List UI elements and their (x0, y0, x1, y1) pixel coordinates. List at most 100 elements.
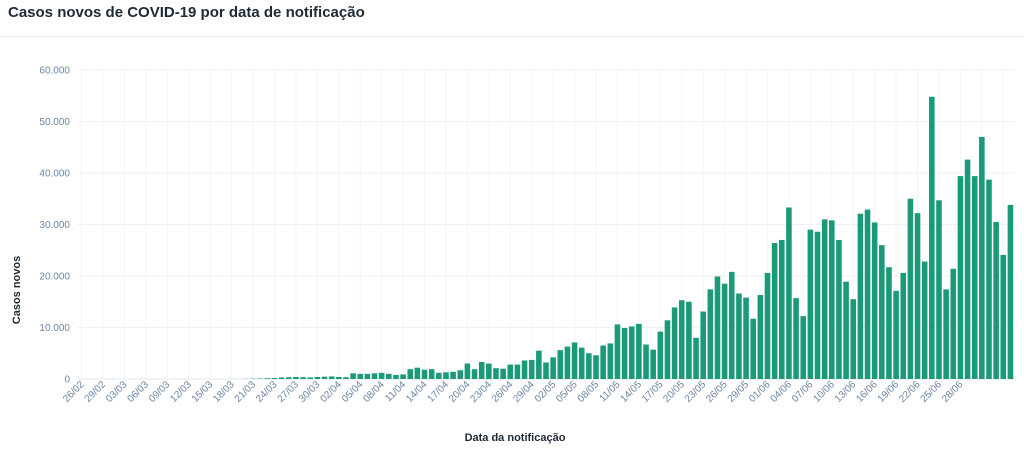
bar[interactable] (321, 376, 328, 379)
bar[interactable] (843, 281, 849, 379)
bar[interactable] (850, 299, 857, 379)
bar[interactable] (500, 368, 506, 379)
bar[interactable] (428, 369, 435, 379)
bar[interactable] (1000, 254, 1007, 379)
bar[interactable] (593, 355, 599, 379)
bar[interactable] (264, 378, 271, 379)
bar[interactable] (657, 331, 664, 379)
bar[interactable] (528, 359, 535, 379)
bar[interactable] (886, 267, 892, 379)
bar[interactable] (914, 213, 921, 379)
bar[interactable] (628, 326, 635, 379)
bar[interactable] (400, 374, 406, 379)
bar[interactable] (950, 268, 957, 379)
bar[interactable] (543, 362, 549, 379)
bar[interactable] (636, 323, 642, 379)
bar[interactable] (271, 377, 278, 379)
bar[interactable] (257, 378, 263, 379)
bar[interactable] (929, 96, 935, 379)
bar[interactable] (443, 372, 449, 379)
bar[interactable] (457, 370, 464, 379)
bar[interactable] (521, 360, 528, 379)
bar[interactable] (864, 209, 871, 379)
bar[interactable] (478, 362, 485, 379)
bar[interactable] (328, 376, 335, 379)
bar[interactable] (821, 219, 828, 379)
bar[interactable] (564, 346, 571, 379)
bar[interactable] (907, 198, 914, 379)
bar[interactable] (621, 328, 628, 379)
bar[interactable] (557, 350, 564, 379)
bar[interactable] (943, 289, 949, 379)
bar[interactable] (407, 369, 414, 379)
bar[interactable] (714, 276, 721, 379)
bar[interactable] (879, 245, 885, 379)
bar[interactable] (736, 293, 742, 379)
bar[interactable] (450, 371, 456, 379)
bar[interactable] (343, 377, 349, 379)
bar[interactable] (750, 318, 756, 379)
bar[interactable] (786, 207, 792, 380)
bar[interactable] (650, 349, 656, 379)
bar[interactable] (393, 374, 399, 379)
bar[interactable] (964, 159, 971, 379)
bar[interactable] (721, 283, 728, 379)
bar[interactable] (671, 307, 678, 379)
bar[interactable] (779, 239, 785, 379)
bar[interactable] (600, 345, 606, 379)
bar[interactable] (278, 377, 285, 379)
bar[interactable] (514, 364, 521, 379)
bar[interactable] (414, 367, 421, 379)
bar[interactable] (900, 272, 907, 379)
bar[interactable] (743, 297, 749, 379)
bar[interactable] (678, 300, 685, 379)
bar[interactable] (871, 222, 878, 379)
bar[interactable] (357, 373, 364, 379)
bar[interactable] (693, 337, 699, 379)
bar[interactable] (536, 350, 542, 379)
bar[interactable] (728, 271, 735, 379)
bar[interactable] (807, 229, 814, 379)
bar[interactable] (471, 369, 478, 379)
bar[interactable] (1007, 204, 1014, 379)
bar[interactable] (307, 377, 313, 379)
bar[interactable] (829, 220, 835, 379)
bar[interactable] (979, 136, 985, 379)
bar[interactable] (614, 324, 621, 379)
bar[interactable] (378, 372, 385, 379)
bar[interactable] (493, 368, 499, 379)
bar[interactable] (700, 311, 706, 379)
bar[interactable] (550, 357, 556, 379)
bar[interactable] (771, 243, 778, 379)
bar[interactable] (486, 363, 492, 379)
bar[interactable] (993, 221, 999, 379)
bar[interactable] (793, 298, 799, 379)
bar[interactable] (350, 373, 356, 379)
bar[interactable] (893, 290, 899, 379)
bar[interactable] (764, 272, 771, 379)
bar[interactable] (386, 373, 392, 379)
bar[interactable] (371, 373, 378, 379)
bar[interactable] (986, 179, 992, 379)
bar[interactable] (578, 347, 585, 379)
bar[interactable] (607, 343, 614, 379)
bar[interactable] (800, 316, 806, 379)
bar[interactable] (757, 295, 764, 379)
bar[interactable] (436, 372, 442, 379)
bar[interactable] (957, 176, 964, 379)
bar[interactable] (293, 376, 299, 379)
bar[interactable] (285, 377, 292, 379)
bar[interactable] (336, 376, 342, 379)
bar[interactable] (707, 289, 714, 379)
bar[interactable] (314, 376, 321, 379)
bar[interactable] (921, 261, 928, 379)
bar[interactable] (686, 301, 692, 379)
bar[interactable] (643, 344, 649, 380)
bar[interactable] (421, 369, 428, 379)
bar[interactable] (936, 200, 942, 379)
bar[interactable] (971, 176, 978, 379)
bar[interactable] (571, 342, 578, 379)
bar[interactable] (364, 373, 371, 379)
bar[interactable] (300, 377, 306, 379)
bar[interactable] (836, 239, 842, 379)
